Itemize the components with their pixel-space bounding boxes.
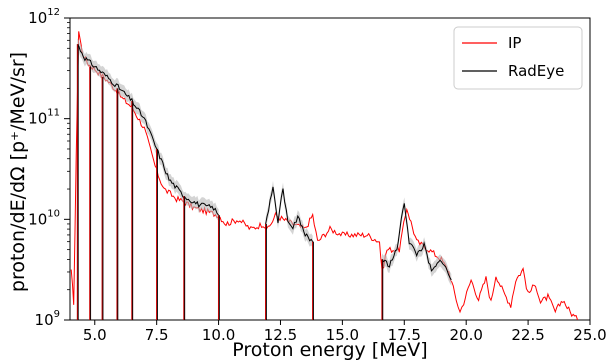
y-tick-exponent: 10 (47, 208, 60, 219)
y-tick-base: 10 (28, 110, 47, 128)
series-radeye-line (265, 186, 314, 242)
series-layer (70, 31, 579, 320)
series-radeye-line (77, 44, 219, 216)
x-tick-label: 7.5 (145, 326, 169, 344)
y-tick-exponent: 12 (47, 7, 60, 18)
y-tick-label: 109 (35, 309, 60, 329)
x-axis: 5.0 7.5 10.0 12.5 15.0 17.5 20.0 22.5 25.0 (83, 320, 607, 344)
y-axis-title: proton/dE/dΩ [p⁺/MeV/sr] (7, 52, 29, 292)
y-tick-base: 10 (35, 311, 54, 329)
series-clip-group (70, 31, 579, 320)
y-tick-base: 10 (28, 9, 47, 27)
x-tick-label: 25.0 (573, 326, 606, 344)
x-tick-label: 17.5 (388, 326, 421, 344)
x-tick-label: 12.5 (264, 326, 297, 344)
series-radeye-band (77, 38, 219, 222)
x-tick-label: 22.5 (511, 326, 544, 344)
x-tick-label: 5.0 (83, 326, 107, 344)
x-tick-label: 15.0 (326, 326, 359, 344)
y-tick-label: 1011 (28, 108, 60, 128)
legend-ip-label: IP (508, 34, 521, 52)
legend-radeye-label: RadEye (508, 62, 564, 80)
legend: IP RadEye (453, 26, 583, 90)
y-tick-label: 1012 (28, 7, 60, 27)
series-ip-line (70, 31, 579, 320)
y-tick-label: 1010 (28, 208, 60, 228)
series-radeye-band (382, 197, 452, 286)
x-axis-title: Proton energy [MeV] (232, 339, 427, 361)
y-tick-base: 10 (28, 210, 47, 228)
x-tick-label: 20.0 (449, 326, 482, 344)
y-tick-exponent: 11 (47, 108, 60, 119)
x-tick-label: 10.0 (202, 326, 235, 344)
series-radeye-band (265, 180, 313, 248)
y-tick-exponent: 9 (54, 309, 60, 320)
plot-frame (69, 17, 591, 321)
series-radeye-line (381, 203, 452, 281)
